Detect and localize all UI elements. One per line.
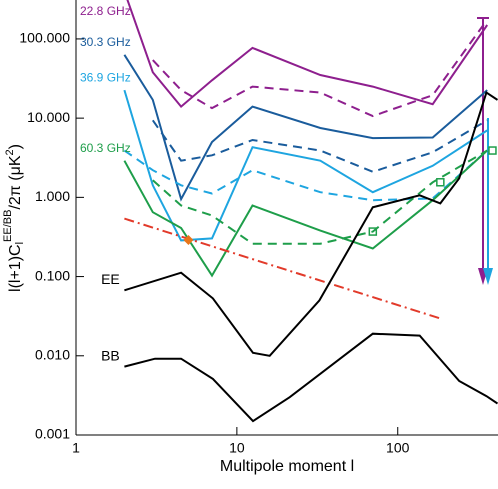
y-label-part: /2π (μK [7, 155, 24, 209]
series-line [126, 0, 489, 109]
series-line [123, 89, 488, 242]
x-axis-label: Multipole moment l [220, 458, 354, 475]
x-tick-label: 10 [229, 440, 245, 456]
series-line [123, 149, 488, 278]
y-tick-label: 0.001 [35, 426, 70, 442]
series-label: 22.8 GHz [80, 4, 131, 18]
series-line [152, 149, 488, 245]
x-tick-label: 1 [72, 440, 80, 456]
y-label-part: l(l+1)C [7, 244, 24, 292]
series-label: EE [101, 271, 120, 287]
y-tick-label: 0.100 [35, 267, 70, 283]
y-label-part: EE/BB [2, 210, 14, 242]
x-tick-label: 100 [386, 440, 410, 456]
y-axis-label: l(l+1)ClEE/BB/2π (μK2) [2, 144, 26, 292]
y-label-part: l [14, 242, 26, 244]
y-label-part: 2 [4, 149, 16, 155]
y-tick-label: 1.000 [35, 188, 70, 204]
y-tick-label: 0.010 [35, 346, 70, 362]
series-label: 30.3 GHz [80, 35, 131, 49]
series-line [123, 54, 488, 202]
plot-area [123, 0, 498, 423]
upper-limit-arrows [477, 17, 493, 285]
series-line [124, 91, 498, 357]
marker [368, 227, 378, 236]
series-label: 60.3 GHz [80, 141, 131, 155]
series-label: 36.9 GHz [80, 70, 131, 84]
series-line [124, 217, 443, 321]
y-tick-label: 10.000 [27, 109, 70, 125]
series-label: BB [101, 347, 120, 363]
marker [183, 234, 194, 245]
series-line [151, 119, 488, 173]
series-line [152, 19, 489, 118]
y-label-part: ) [7, 144, 24, 149]
y-tick-label: 100.000 [19, 30, 70, 46]
marker [436, 178, 445, 187]
marker [488, 146, 497, 155]
series-line [124, 332, 498, 423]
series-line [123, 149, 488, 202]
